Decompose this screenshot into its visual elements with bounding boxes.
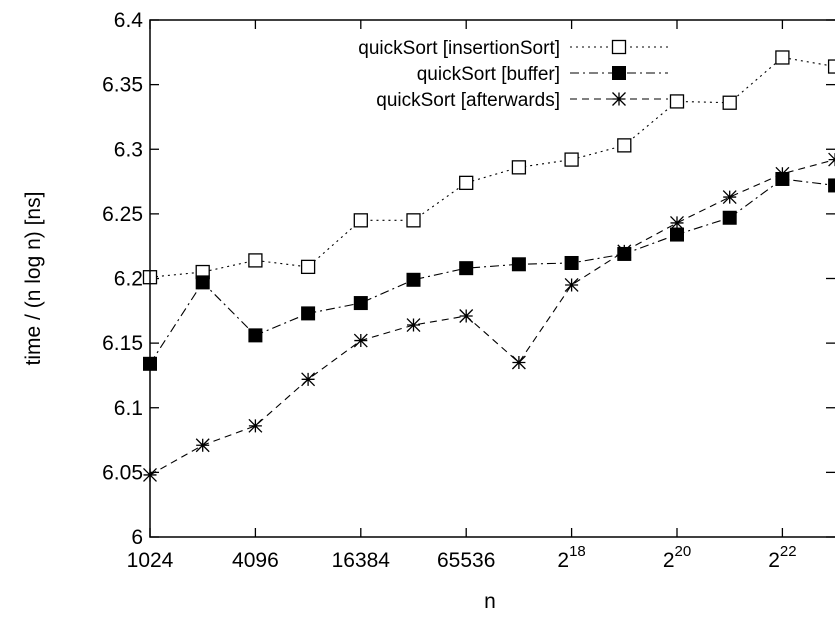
y-tick-label: 6.2 — [114, 268, 143, 291]
y-tick-label: 6.05 — [102, 461, 143, 484]
legend: quickSort [insertionSort] quickSort [buff… — [358, 38, 668, 111]
data-point — [617, 138, 632, 153]
x-tick-label: 1024 — [127, 549, 174, 572]
x-tick-label: 222 — [768, 543, 796, 572]
data-point — [669, 94, 685, 109]
y-tick-label: 6.3 — [114, 138, 143, 161]
series-line — [149, 56, 835, 278]
x-tick-label: 4096 — [232, 549, 279, 572]
data-point — [722, 95, 737, 110]
series — [142, 50, 835, 285]
data-point — [670, 227, 684, 242]
legend-marker — [612, 66, 626, 80]
data-point — [564, 255, 579, 270]
x-tick-label: 16384 — [332, 549, 391, 572]
data-point — [511, 257, 526, 272]
data-point — [775, 50, 790, 65]
data-point — [301, 306, 316, 321]
y-tick-label: 6.35 — [102, 74, 143, 97]
series — [143, 171, 835, 371]
x-tick-labels: 1024 4096 16384 65536 218 220 222 — [127, 543, 797, 572]
data-point — [353, 296, 368, 311]
data-point — [617, 244, 632, 259]
legend-label: quickSort [insertionSort] — [358, 38, 560, 59]
legend-item: quickSort [insertionSort] — [358, 38, 668, 59]
legend-label: quickSort [afterwards] — [376, 90, 560, 111]
data-point — [300, 259, 316, 275]
data-point — [564, 278, 579, 292]
y-tick-label: 6.25 — [102, 203, 143, 226]
data-point — [248, 418, 263, 433]
x-tick-label: 220 — [663, 543, 691, 572]
data-point — [828, 178, 835, 193]
y-tick-label: 6 — [131, 526, 143, 549]
x-tick-label: 65536 — [437, 549, 495, 572]
data-point — [353, 333, 368, 348]
data-point — [406, 272, 421, 287]
y-tick-label: 6.4 — [114, 9, 144, 32]
data-point — [827, 59, 835, 74]
series-line — [149, 178, 835, 365]
data-point — [722, 190, 737, 205]
series-layer — [142, 50, 835, 482]
legend-item: quickSort [buffer] — [417, 64, 668, 85]
data-point — [406, 213, 421, 228]
y-tick-label: 6.15 — [102, 332, 143, 355]
data-point — [722, 210, 737, 225]
data-point — [301, 372, 316, 387]
data-point — [459, 261, 474, 276]
legend-marker — [611, 39, 627, 55]
data-point — [670, 215, 684, 230]
data-point — [248, 253, 263, 268]
series-line — [149, 159, 835, 476]
data-point — [828, 152, 835, 167]
data-point — [459, 309, 474, 323]
data-point — [248, 328, 263, 343]
data-point — [564, 152, 579, 167]
data-point — [459, 175, 474, 191]
legend-item: quickSort [afterwards] — [376, 90, 668, 111]
data-point — [195, 438, 210, 453]
data-point — [775, 166, 790, 181]
x-axis-title: n — [484, 590, 496, 613]
x-tick-label: 218 — [557, 543, 585, 572]
y-axis-title: time / (n log n) [ns] — [22, 192, 45, 366]
y-tick-labels: 6 6.05 6.1 6.15 6.2 6.25 6.3 6.35 6.4 — [102, 9, 143, 549]
data-point — [195, 275, 210, 290]
data-point — [353, 213, 368, 228]
plot-frame — [149, 19, 835, 538]
data-point — [511, 160, 527, 175]
y-tick-label: 6.1 — [114, 397, 143, 420]
legend-label: quickSort [buffer] — [417, 64, 560, 85]
legend-marker — [612, 92, 626, 106]
series — [143, 152, 835, 482]
data-point — [511, 355, 526, 370]
data-point — [406, 318, 421, 332]
